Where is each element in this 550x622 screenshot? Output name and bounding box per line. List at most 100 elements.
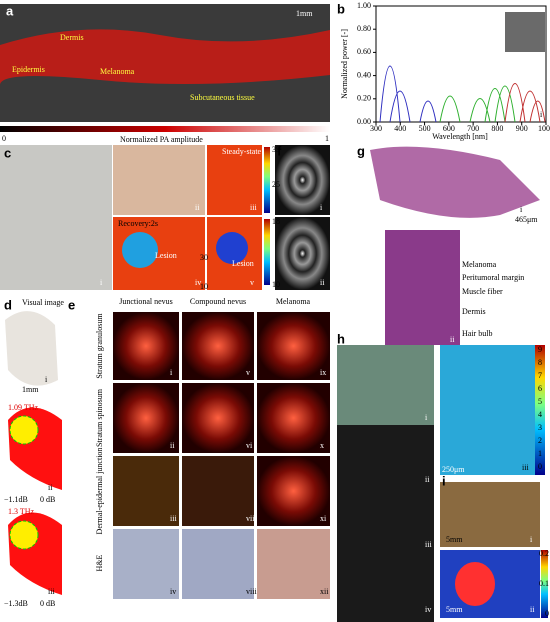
annotation: Melanoma [100, 67, 135, 76]
photo [440, 482, 540, 547]
lesion [216, 232, 248, 264]
annotation: Melanoma [462, 260, 497, 269]
label: i [425, 413, 428, 422]
label: ii [425, 475, 430, 484]
label: 2 [538, 436, 542, 445]
numeral: viii [246, 587, 257, 596]
panel-label: i [442, 473, 446, 488]
row-header: H&E [95, 554, 104, 571]
label: 465μm [515, 215, 538, 224]
thz-spot [455, 562, 495, 606]
label: Visual image [22, 298, 64, 307]
pa-signal [0, 29, 330, 85]
label: ii [48, 483, 53, 492]
label: 0 [545, 609, 549, 618]
x-tick-label: 300 [370, 124, 382, 133]
label: 1 [538, 449, 542, 458]
x-tick-label: 600 [443, 124, 455, 133]
arm-photo [113, 145, 205, 215]
histology-zoom [385, 230, 460, 345]
label: 0 [538, 462, 542, 471]
thz-lesion [9, 415, 39, 445]
x-tick-label: 700 [467, 124, 479, 133]
label: 0 dB [40, 495, 55, 504]
panel-label: c [4, 145, 11, 160]
panel-label: d [4, 297, 12, 312]
label: 9 [538, 345, 542, 354]
label: i [530, 535, 533, 544]
x-tick-label: 800 [491, 124, 503, 133]
annotation: Dermis [462, 307, 486, 316]
label: 0 [2, 134, 6, 143]
label: 1.3 THz [8, 507, 35, 516]
oct-image [275, 145, 330, 215]
numeral: vi [246, 441, 253, 450]
label: 25 [272, 180, 280, 189]
y-tick-label: 1.00 [357, 1, 371, 10]
device-photo [505, 12, 545, 52]
label: 10 [272, 280, 280, 289]
label: i [45, 375, 48, 384]
panel-label: a [6, 3, 14, 18]
overlay-image [337, 345, 434, 425]
annotation: Muscle fiber [462, 287, 503, 296]
thz-lesion [9, 520, 39, 550]
numeral: vii [246, 514, 255, 523]
setup-photo [0, 145, 112, 290]
label: i [540, 110, 543, 119]
annotation: Dermis [60, 33, 84, 42]
oct-image [275, 217, 330, 290]
label: 6 [538, 384, 542, 393]
row-header: Stratum spinosum [95, 388, 104, 447]
panel-label: g [357, 143, 365, 158]
numeral: ii [170, 441, 175, 450]
spectra [379, 65, 546, 123]
numeral: xi [320, 514, 327, 523]
label: i [320, 203, 323, 212]
label: ii [530, 605, 535, 614]
label: Lesion [232, 259, 254, 268]
annotation: Hair bulb [462, 329, 492, 338]
lesion [122, 232, 158, 268]
microscopy-grid [113, 312, 330, 599]
colorbar [535, 345, 545, 475]
numeral: i [170, 368, 173, 377]
label: 5 [538, 397, 542, 406]
numeral: iv [195, 278, 201, 287]
label: 30 [200, 253, 208, 262]
annotation: Peritumoral margin [462, 273, 524, 282]
label: Recovery:2s [118, 219, 158, 228]
numeral: x [320, 441, 324, 450]
numeral: iii [170, 514, 177, 523]
y-tick-label: 0.20 [357, 94, 371, 103]
label: 0 dB [40, 599, 55, 608]
numeral: i [100, 278, 103, 287]
x-tick-label: 400 [394, 124, 406, 133]
colorbar [0, 126, 330, 132]
numeral: xii [320, 587, 329, 596]
label: 35 [272, 145, 280, 154]
label: −1.1dB [4, 495, 28, 504]
colorbar [264, 219, 270, 285]
label: 5mm [446, 605, 463, 614]
axis-title: Normalized power [-] [340, 29, 349, 99]
label: 18 [272, 217, 280, 226]
numeral: v [250, 278, 254, 287]
panel-label: h [337, 331, 345, 346]
label: 3 [538, 423, 542, 432]
panel-label: f [277, 143, 282, 158]
row-header: Dermal-epidermal junction [95, 448, 104, 535]
label: Normalized PA amplitude [120, 135, 203, 144]
label: 7 [538, 371, 542, 380]
numeral: v [246, 368, 250, 377]
panel-label: b [337, 1, 345, 16]
x-tick-label: 500 [419, 124, 431, 133]
label: 4 [538, 410, 542, 419]
label: 1 [325, 134, 329, 143]
column-header: Melanoma [276, 297, 311, 306]
colorbar [541, 550, 548, 618]
label: ii [450, 335, 455, 344]
annotation: Subcutaneous tissue [190, 93, 255, 102]
panel-label: e [68, 297, 75, 312]
